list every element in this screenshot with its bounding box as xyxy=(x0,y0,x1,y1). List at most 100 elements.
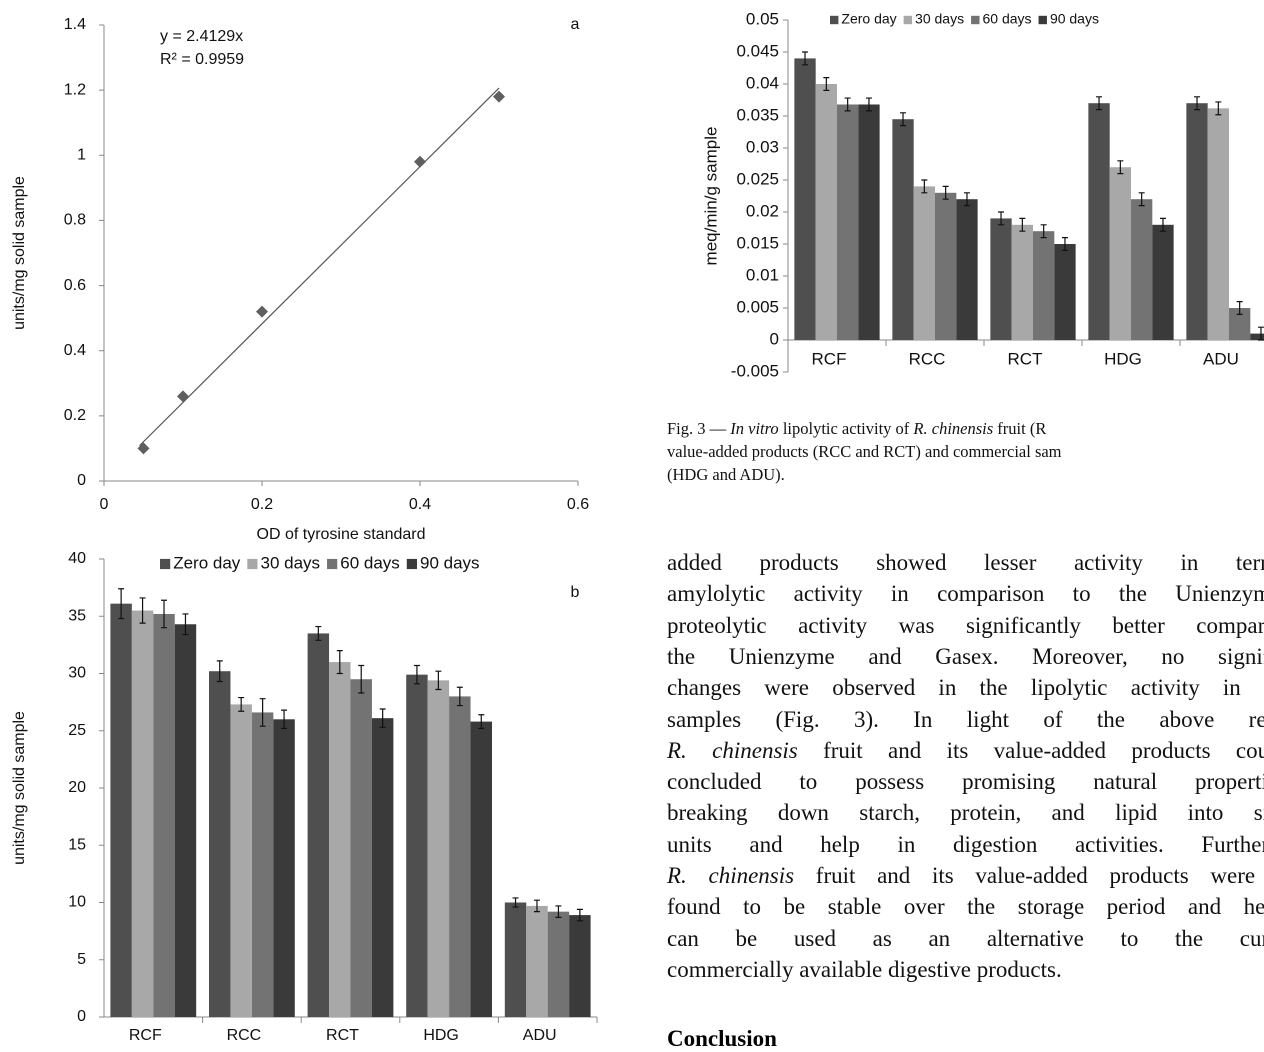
bar xyxy=(892,119,914,340)
section-heading: Conclusion xyxy=(667,1026,777,1051)
text-run: fruit (R xyxy=(993,419,1047,438)
x-tick-label: 0.4 xyxy=(409,496,431,513)
text-run: changes were observed in the lipolytic a… xyxy=(667,675,1264,701)
bar xyxy=(913,186,935,340)
panel-label: b xyxy=(571,584,580,601)
y-tick-label: 0 xyxy=(77,1008,86,1025)
error-bar xyxy=(1040,224,1047,239)
error-bar xyxy=(802,51,809,66)
bar xyxy=(1054,244,1076,340)
text-run: fruit and its value-added products were … xyxy=(794,863,1264,888)
x-tick-label: ADU xyxy=(1203,349,1239,368)
bar xyxy=(1131,199,1153,340)
error-bar xyxy=(998,211,1005,226)
error-bar xyxy=(259,698,266,727)
y-tick-label: 0.6 xyxy=(64,277,86,294)
error-bar xyxy=(533,899,540,913)
y-tick-label: 0.02 xyxy=(746,201,779,220)
bar xyxy=(307,633,330,1017)
bar xyxy=(956,199,978,340)
error-bar xyxy=(456,686,463,707)
error-bar xyxy=(1159,217,1166,232)
y-tick-label: 40 xyxy=(68,550,86,567)
y-tick-label: 20 xyxy=(68,779,86,796)
text-run: fruit and its value-added products could xyxy=(797,737,1264,763)
text-run: found to be stable over the storage peri… xyxy=(667,894,1264,920)
bar xyxy=(1033,231,1055,340)
legend-swatch xyxy=(971,15,980,25)
legend-swatch xyxy=(830,15,839,25)
bar xyxy=(110,603,132,1017)
text-run: proteolytic activity was significantly b… xyxy=(667,612,1264,638)
body-line: changes were observed in the lipolytic a… xyxy=(667,675,1264,701)
bar xyxy=(230,704,252,1017)
text-run: amylolytic activity in comparison to the… xyxy=(667,581,1264,607)
data-point xyxy=(414,155,426,168)
body-line: can be used as an alternative to the cur… xyxy=(667,926,1264,952)
text-run: the Unienzyme and Gasex. Moreover, no si… xyxy=(667,643,1264,669)
error-bar xyxy=(1117,160,1124,175)
y-axis-title: units/mg solid sample xyxy=(11,711,28,865)
x-tick-label: RCC xyxy=(227,1027,262,1044)
x-axis-title: OD of tyrosine standard xyxy=(257,526,426,543)
body-line: commercially available digestive product… xyxy=(667,957,1264,983)
x-tick-label: RCT xyxy=(326,1027,359,1044)
caption-line: (HDG and ADU). xyxy=(667,465,785,485)
data-point xyxy=(177,390,189,403)
bar xyxy=(837,104,859,340)
bar xyxy=(1207,108,1229,340)
y-tick-label: 0 xyxy=(77,472,86,489)
y-tick-label: 5 xyxy=(77,951,86,968)
data-point xyxy=(137,442,150,455)
body-line: R. chinensis fruit and its value-added p… xyxy=(667,863,1264,889)
error-bar xyxy=(413,664,420,685)
bar xyxy=(427,680,450,1017)
error-bar xyxy=(336,650,343,675)
legend-label: Zero day xyxy=(841,11,896,27)
legend-swatch xyxy=(247,558,258,570)
data-point xyxy=(493,90,505,103)
data-point xyxy=(256,305,268,318)
bar xyxy=(1088,103,1110,340)
bar xyxy=(329,662,351,1017)
body-line: breaking down starch, protein, and lipid… xyxy=(667,800,1264,826)
x-tick-label: HDG xyxy=(1104,349,1142,368)
error-bar xyxy=(315,625,322,641)
error-bar xyxy=(238,696,245,712)
y-tick-label: 0.04 xyxy=(746,73,779,92)
x-tick-label: RCF xyxy=(812,349,847,368)
text-run: units and help in digestion activities. … xyxy=(667,831,1264,857)
error-bar xyxy=(823,77,830,91)
y-tick-label: 0.045 xyxy=(736,41,779,60)
error-bar xyxy=(921,179,928,194)
text-run: breaking down starch, protein, and lipid… xyxy=(667,800,1264,826)
error-bar xyxy=(1096,96,1103,111)
bar xyxy=(251,712,274,1017)
body-line: concluded to possess promising natural p… xyxy=(667,769,1264,795)
x-tick-label: RCF xyxy=(129,1027,162,1044)
error-bar xyxy=(182,613,189,636)
x-tick-label: RCT xyxy=(1008,349,1043,368)
legend-label: 60 days xyxy=(982,11,1031,27)
error-bar xyxy=(139,597,146,624)
error-bar xyxy=(281,709,288,730)
legend-label: Zero day xyxy=(173,553,241,572)
text-run: R. chinensis xyxy=(913,419,994,438)
error-bar xyxy=(435,670,442,691)
trendline xyxy=(139,87,500,447)
x-tick-label: RCC xyxy=(909,349,946,368)
y-tick-label: 1.2 xyxy=(64,81,86,98)
error-bar xyxy=(512,897,519,908)
bar xyxy=(131,610,154,1017)
text-run: R. chinensis xyxy=(667,863,795,888)
y-tick-label: 0.2 xyxy=(64,407,86,424)
y-tick-label: 0.03 xyxy=(746,137,779,156)
x-tick-label: 0 xyxy=(100,496,109,513)
text-run: added products showed lesser activity in… xyxy=(667,550,1264,575)
y-tick-label: 0.05 xyxy=(746,9,779,28)
body-line: added products showed lesser activity in… xyxy=(667,550,1264,576)
bar xyxy=(449,696,471,1017)
text-run: concluded to possess promising natural p… xyxy=(667,769,1264,795)
